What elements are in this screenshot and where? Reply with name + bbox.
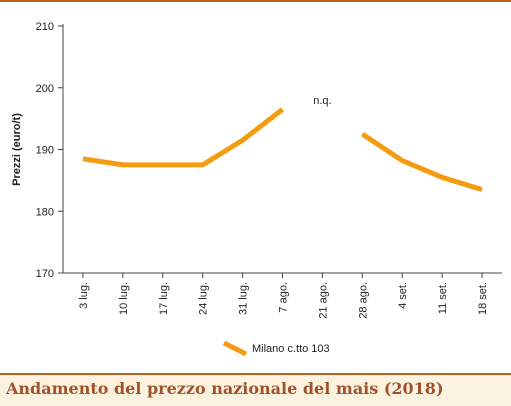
legend-swatch (222, 340, 248, 357)
x-tick-label: 17 lug. (158, 282, 170, 315)
x-tick-label: 21 ago. (317, 282, 329, 319)
y-tick-label: 200 (36, 83, 54, 95)
series-line (360, 132, 483, 192)
x-tick-label: 31 lug. (238, 282, 250, 315)
y-tick-label: 180 (36, 206, 54, 218)
x-tick-label: 28 ago. (357, 282, 369, 319)
top-rule (0, 0, 511, 2)
x-tick-label: 18 set. (477, 282, 489, 315)
x-tick-label: 4 set. (397, 282, 409, 309)
x-tick-label: 10 lug. (118, 282, 130, 315)
x-tick-label: 24 lug. (198, 282, 210, 315)
legend-label: Milano c.tto 103 (252, 343, 330, 355)
chart-caption: Andamento del prezzo nazionale del mais … (6, 379, 444, 398)
y-tick-label: 190 (36, 145, 54, 157)
caption-bar: Andamento del prezzo nazionale del mais … (0, 373, 511, 406)
annotation-nq: n.q. (313, 95, 331, 107)
y-tick-label: 210 (36, 21, 54, 33)
x-tick-label: 7 ago. (278, 282, 290, 313)
x-tick-label: 3 lug. (78, 282, 90, 309)
y-tick-label: 170 (36, 268, 54, 280)
line-chart: 170 180 190 200 210 Prezzi (euro/t) 3 lug. 10 l… (11, 21, 502, 357)
series-line (82, 107, 285, 168)
x-tick-label: 11 set. (437, 282, 449, 314)
y-axis-title: Prezzi (euro/t) (11, 113, 23, 186)
